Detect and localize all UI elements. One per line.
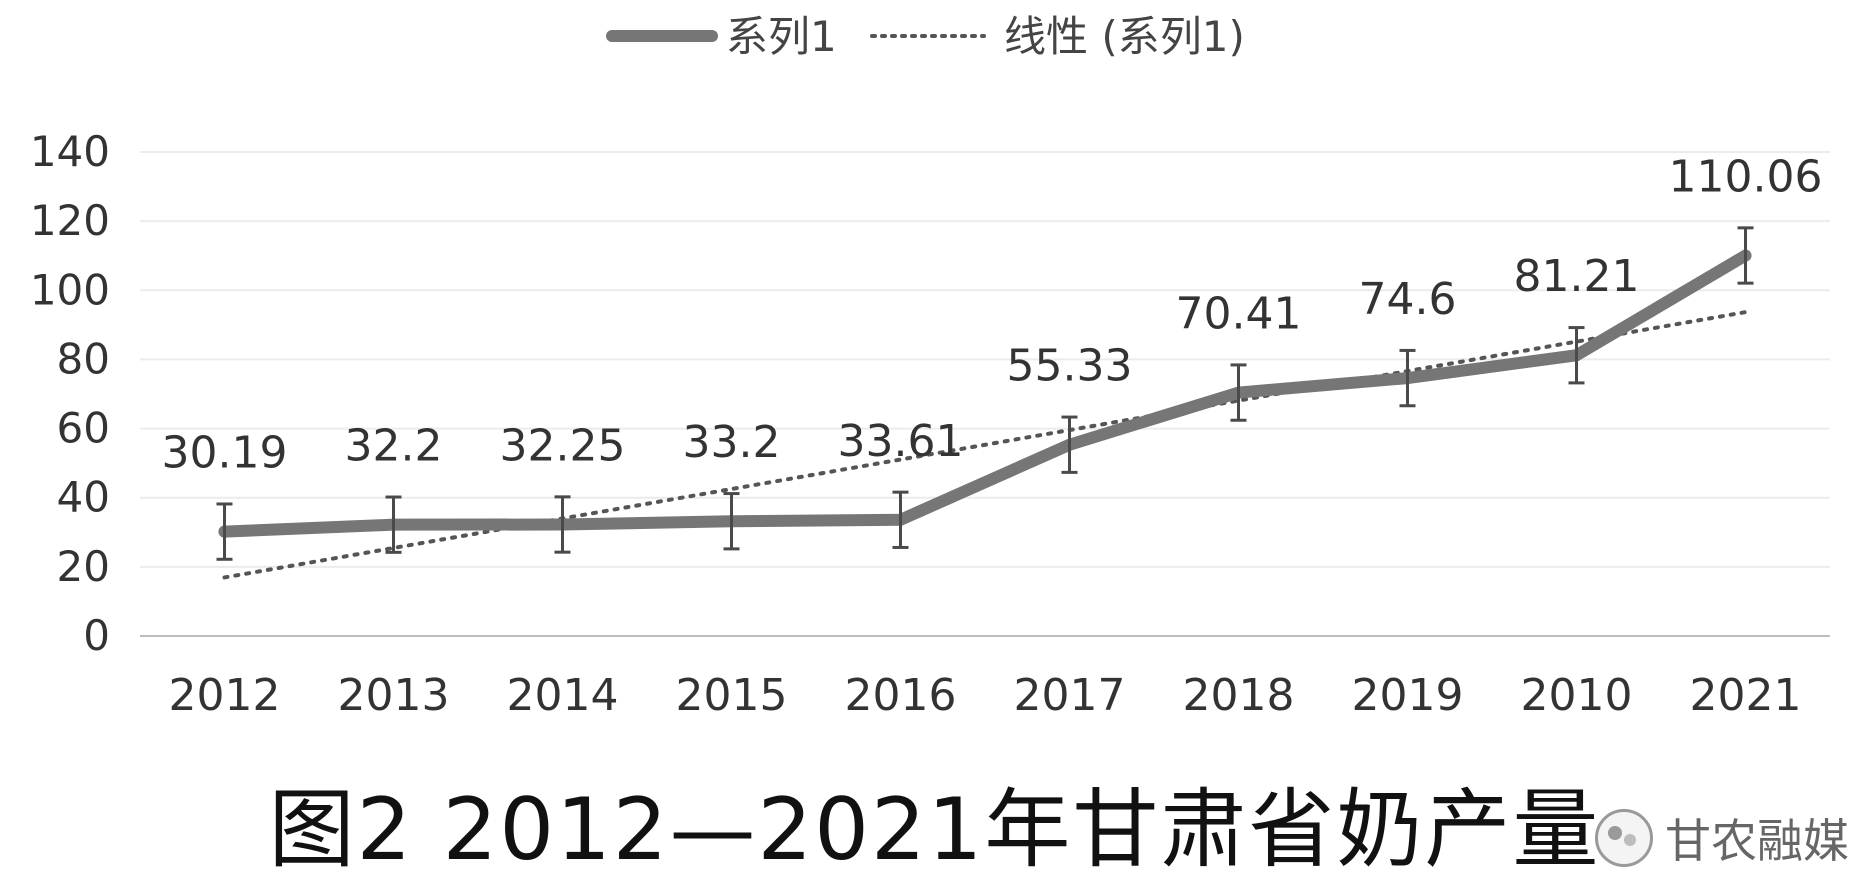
data-label: 32.25: [500, 421, 626, 472]
y-tick-label: 60: [57, 404, 110, 453]
y-tick-label: 20: [57, 542, 110, 591]
x-tick-label: 2019: [1352, 670, 1464, 721]
y-tick-label: 80: [57, 334, 110, 383]
x-tick-label: 2013: [338, 670, 450, 721]
data-label: 81.21: [1514, 251, 1640, 302]
data-label: 55.33: [1007, 341, 1133, 392]
legend-label-series: 系列1: [726, 12, 837, 61]
line-chart: 0 20 40 60 80 100 120 140 2012 2013 2014 2015 2016 20…: [30, 12, 1830, 721]
x-tick-label: 2021: [1690, 670, 1802, 721]
figure-caption: 图2 2012—2021年甘肃省奶产量: [268, 780, 1601, 880]
data-label: 30.19: [162, 428, 288, 479]
axes: 0 20 40 60 80 100 120 140 2012 2013 2014 2015 2016 20…: [30, 127, 1830, 721]
x-tick-label: 2012: [169, 670, 281, 721]
series-line: [218, 249, 1752, 538]
data-label: 32.2: [345, 421, 443, 472]
data-label: 33.61: [838, 416, 964, 467]
wechat-icon: [1595, 809, 1653, 867]
y-tick-label: 140: [30, 127, 110, 176]
data-label: 33.2: [683, 417, 781, 468]
x-tick-label: 2017: [1014, 670, 1126, 721]
x-tick-label: 2018: [1183, 670, 1295, 721]
y-tick-label: 0: [83, 611, 110, 660]
trendline: [222, 310, 1748, 580]
trendline-line: [222, 310, 1748, 580]
legend: 系列1 线性 (系列1): [606, 12, 1245, 61]
data-label: 110.06: [1669, 152, 1823, 203]
y-tick-label: 100: [30, 265, 110, 314]
gridlines: [140, 151, 1830, 568]
y-tick-label: 40: [57, 473, 110, 522]
legend-label-trend: 线性 (系列1): [1004, 12, 1245, 61]
x-tick-label: 2015: [676, 670, 788, 721]
watermark-text: 甘农融媒: [1665, 814, 1849, 868]
watermark: 甘农融媒: [1595, 808, 1849, 868]
error-bars: [216, 226, 1754, 561]
data-label: 74.6: [1359, 274, 1457, 325]
data-label: 70.41: [1176, 289, 1302, 340]
x-tick-label: 2016: [845, 670, 957, 721]
x-tick-label: 2010: [1521, 670, 1633, 721]
y-tick-label: 120: [30, 196, 110, 245]
data-labels: 30.19 32.2 32.25 33.2 33.61 55.33 70.41 74.6 81.…: [162, 152, 1823, 479]
x-tick-label: 2014: [507, 670, 619, 721]
